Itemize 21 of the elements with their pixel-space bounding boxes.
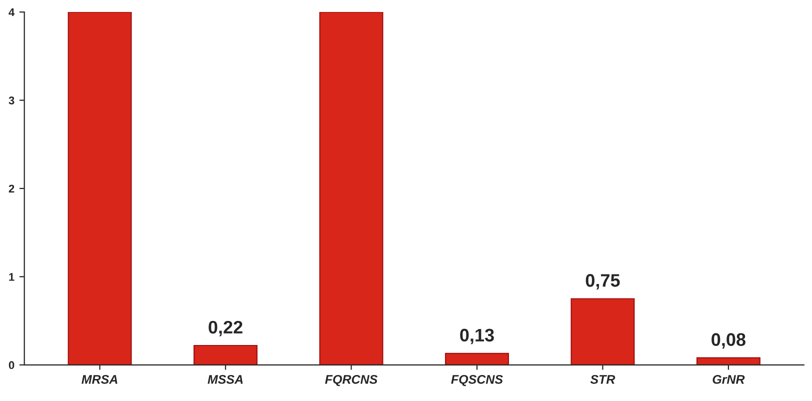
data-label: 0,75 [586, 274, 620, 290]
y-tick-label: 2 [8, 184, 14, 192]
y-tick-label: 1 [9, 273, 14, 281]
x-tick-label: MSSA [208, 374, 243, 384]
data-label: 0,13 [460, 328, 494, 344]
bar [570, 298, 635, 365]
x-tick-label: FQSCNS [451, 374, 503, 386]
bar [194, 344, 258, 365]
bar [444, 352, 509, 365]
x-tick-label: FQRCNS [325, 374, 378, 386]
data-label: 0,22 [208, 320, 242, 336]
y-tick-label: 3 [8, 96, 14, 104]
y-tick-label: 4 [8, 8, 15, 16]
x-tick-label: STR [590, 374, 616, 384]
x-tick-label: MRSA [82, 374, 118, 384]
bar [319, 12, 384, 365]
bar [696, 357, 760, 365]
data-label: 0,08 [712, 333, 746, 349]
y-tick-label: 0 [8, 361, 14, 370]
x-tick-label: GrNR [712, 374, 745, 384]
bar [68, 12, 132, 365]
